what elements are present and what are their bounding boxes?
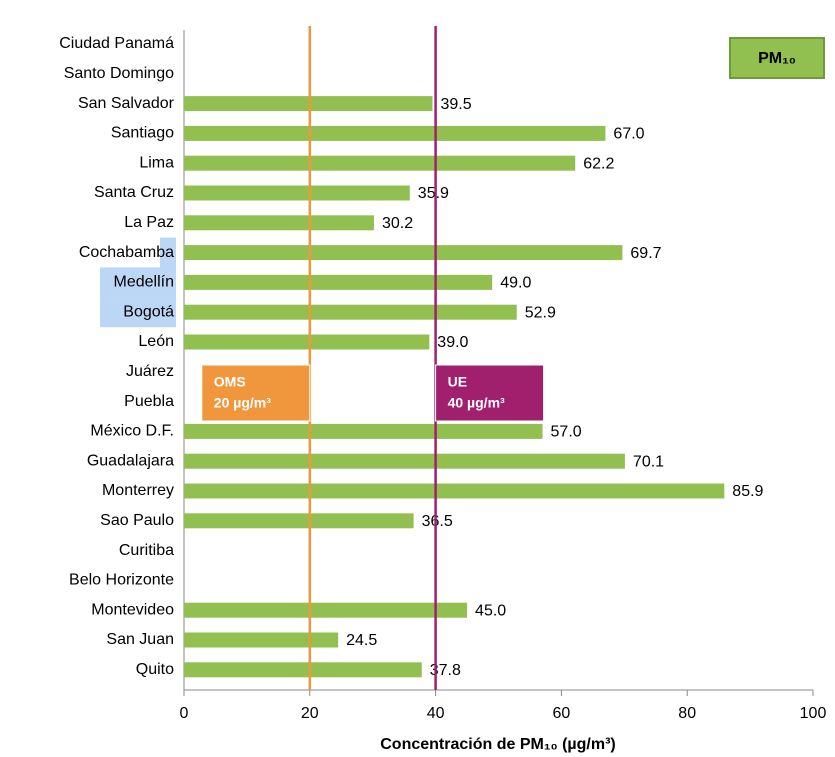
bar [184, 483, 725, 499]
bar [184, 662, 422, 678]
x-tick-label: 20 [301, 705, 319, 722]
x-tick-label: 100 [800, 705, 827, 722]
category-label: Guadalajara [87, 452, 174, 469]
category-label: Santo Domingo [64, 65, 174, 82]
data-label: 85.9 [732, 483, 763, 500]
category-highlight [160, 237, 176, 268]
data-label: 69.7 [630, 245, 661, 262]
bar [184, 334, 430, 350]
x-tick-label: 80 [678, 705, 696, 722]
category-label: Lima [139, 154, 174, 171]
category-label: Monterrey [102, 482, 174, 499]
bar [184, 155, 576, 171]
bar [184, 513, 414, 529]
data-label: 45.0 [475, 602, 506, 619]
bar [184, 96, 433, 112]
data-label: 37.8 [430, 662, 461, 679]
data-label: 62.2 [583, 155, 614, 172]
data-label: 52.9 [525, 304, 556, 321]
category-label: Sao Paulo [100, 512, 174, 529]
category-label: Medellín [114, 274, 174, 291]
category-label: Montevideo [91, 601, 174, 618]
x-tick-label: 60 [553, 705, 571, 722]
category-label: México D.F. [90, 423, 174, 440]
data-label: 24.5 [346, 632, 377, 649]
category-label: Cochabamba [79, 244, 174, 261]
bar [184, 215, 374, 231]
category-highlight [100, 297, 176, 328]
bar [184, 185, 410, 201]
data-label: 49.0 [500, 275, 531, 292]
category-label: San Salvador [78, 95, 175, 112]
bar [184, 304, 517, 320]
category-label: Quito [136, 661, 174, 678]
data-label: 67.0 [613, 126, 644, 143]
category-label: Curitiba [119, 542, 174, 559]
data-label: 35.9 [418, 185, 449, 202]
category-label: Belo Horizonte [69, 572, 174, 589]
bar [184, 423, 543, 439]
bar [184, 453, 625, 469]
bar [184, 274, 493, 290]
category-label: Santiago [111, 125, 174, 142]
category-label: Ciudad Panamá [59, 35, 174, 52]
data-label: 39.5 [440, 96, 471, 113]
category-label: San Juan [106, 631, 174, 648]
reference-label: OMS [214, 374, 246, 390]
category-label: Bogotá [123, 303, 174, 320]
reference-label-box [201, 364, 311, 422]
x-tick-label: 0 [180, 705, 189, 722]
category-label: La Paz [124, 214, 174, 231]
bar [184, 125, 606, 141]
reference-label: UE [448, 374, 467, 390]
category-label: Santa Cruz [94, 184, 174, 201]
x-tick-label: 40 [427, 705, 445, 722]
data-label: 30.2 [382, 215, 413, 232]
category-label: Puebla [124, 393, 174, 410]
category-label: León [138, 333, 174, 350]
bar [184, 245, 623, 261]
bar [184, 602, 468, 618]
x-axis-label: Concentración de PM₁₀ (µg/m³) [380, 736, 616, 753]
bar [184, 632, 339, 648]
data-label: 36.5 [422, 513, 453, 530]
category-label: Juárez [126, 363, 174, 380]
reference-sublabel: 40 µg/m³ [448, 395, 505, 411]
category-highlight [100, 267, 176, 298]
legend-box [729, 37, 825, 79]
data-label: 57.0 [551, 424, 582, 441]
reference-sublabel: 20 µg/m³ [214, 395, 271, 411]
data-label: 39.0 [437, 334, 468, 351]
reference-label-box [435, 364, 545, 422]
data-label: 70.1 [633, 453, 664, 470]
legend-label: PM₁₀ [758, 50, 796, 67]
